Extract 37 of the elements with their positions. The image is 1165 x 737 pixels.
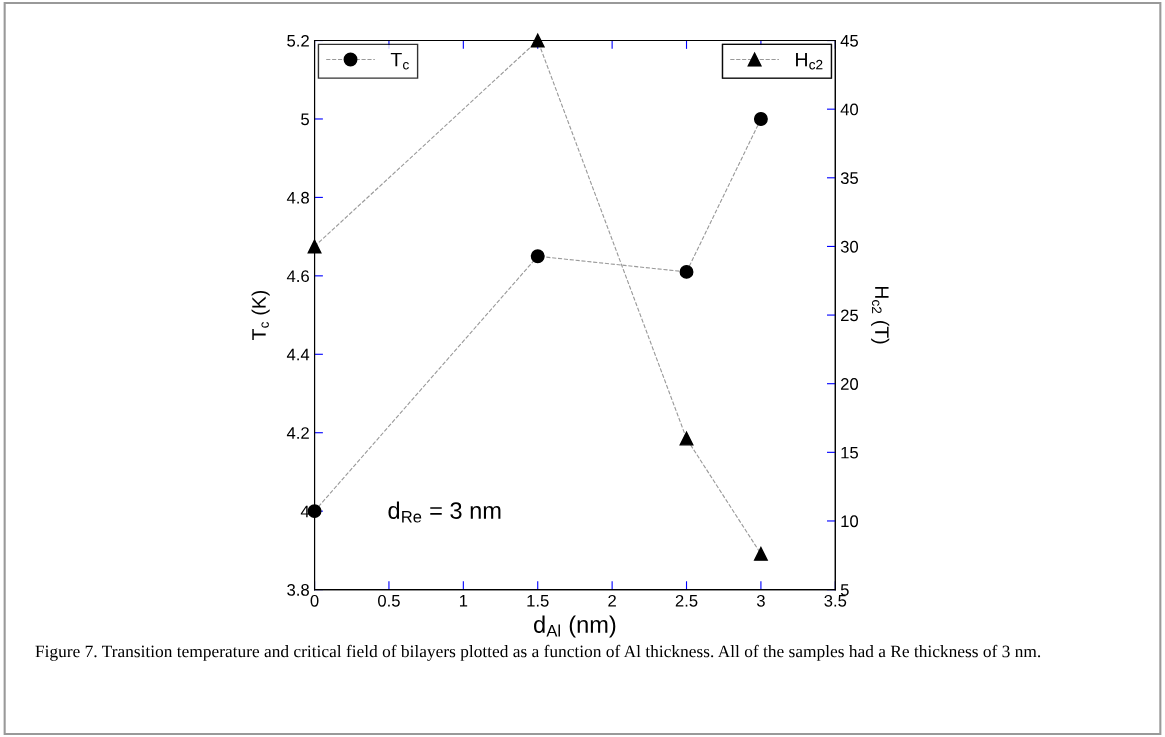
point	[679, 264, 694, 279]
y2-tick-label: 35	[840, 172, 859, 184]
x-tick-label: 0.5	[378, 594, 400, 607]
x-tick-label: 0	[310, 594, 319, 607]
y2-tick-label: 20	[841, 378, 859, 390]
y2-tick-label: 5	[840, 584, 849, 596]
point	[679, 431, 694, 446]
y2-axis-title: H$_{c2}$ (T)	[871, 286, 890, 344]
annotation: d$_{Re}$ = 3 nm	[388, 501, 501, 523]
y2-tick-label: 40	[840, 103, 859, 116]
x-axis-title: d$_{Al}$ (nm)	[534, 615, 616, 638]
point	[530, 33, 545, 48]
y-tick-label: 5.2	[287, 34, 309, 47]
y2-tick-label: 10	[841, 515, 859, 528]
legend-label: H$_{c2}$	[796, 52, 823, 70]
y-tick-label: 4.2	[286, 427, 309, 439]
y-tick-label: 4.4	[286, 348, 310, 361]
point	[753, 546, 768, 561]
y-tick-label: 4	[300, 505, 310, 518]
point	[530, 249, 545, 264]
y2-tick-label: 15	[841, 446, 859, 459]
x-tick-label: 2	[608, 594, 616, 607]
caption: Figure 7. Transition temperature and critical field of bilayers plotted as a function of Al thickness. All of the samples had a Re thickness of 3 nm.	[35, 644, 1041, 661]
y2-tick-label: 45	[840, 35, 859, 47]
y-tick-label: 5	[301, 113, 309, 126]
x-tick-label: 1	[459, 595, 468, 607]
y-tick-label: 4.8	[286, 191, 309, 204]
x-tick-label: 1.5	[527, 595, 549, 607]
y2-tick-label: 25	[841, 309, 859, 322]
x-tick-label: 2.5	[675, 594, 698, 607]
y2-tick-label: 30	[840, 240, 859, 253]
y-tick-label: 4.6	[286, 270, 309, 283]
legend-label: T$_{c}$	[390, 52, 409, 70]
point	[753, 112, 768, 126]
y-tick-label: 3.8	[287, 584, 309, 596]
y-axis-title: T$_{c}$ (K)	[251, 290, 270, 341]
x-tick-label: 3	[756, 594, 765, 607]
